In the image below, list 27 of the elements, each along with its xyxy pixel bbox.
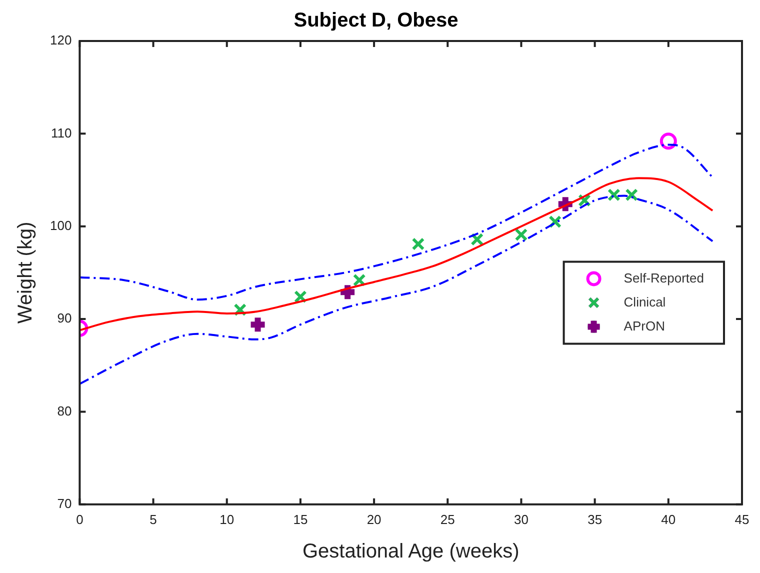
legend-label: Clinical [624, 294, 666, 310]
x-tick-label: 10 [220, 512, 234, 527]
legend-label: Self-Reported [624, 270, 704, 286]
chart-title: Subject D, Obese [294, 10, 458, 32]
x-tick-label: 40 [661, 512, 676, 527]
x-axis-title: Gestational Age (weeks) [302, 540, 520, 563]
x-tick-label: 5 [150, 512, 157, 527]
x-tick-label: 35 [588, 512, 602, 527]
y-tick-label: 70 [57, 496, 72, 511]
y-tick-label: 110 [50, 125, 72, 140]
legend-label: APrON [624, 318, 665, 334]
x-tick-label: 0 [76, 512, 84, 527]
y-axis-title: Weight (kg) [14, 222, 37, 324]
y-tick-label: 80 [57, 403, 72, 418]
x-tick-label: 45 [734, 512, 750, 527]
x-tick-label: 20 [366, 512, 382, 527]
x-tick-label: 15 [293, 512, 308, 527]
x-tick-label: 25 [440, 512, 455, 527]
x-tick-label: 30 [514, 512, 528, 527]
point [412, 238, 425, 250]
y-tick-label: 90 [57, 310, 72, 326]
point [514, 228, 528, 242]
y-tick-label: 120 [50, 32, 72, 48]
y-tick-label: 100 [50, 218, 72, 233]
point [470, 232, 484, 246]
line-series [80, 194, 714, 385]
point [625, 188, 638, 202]
